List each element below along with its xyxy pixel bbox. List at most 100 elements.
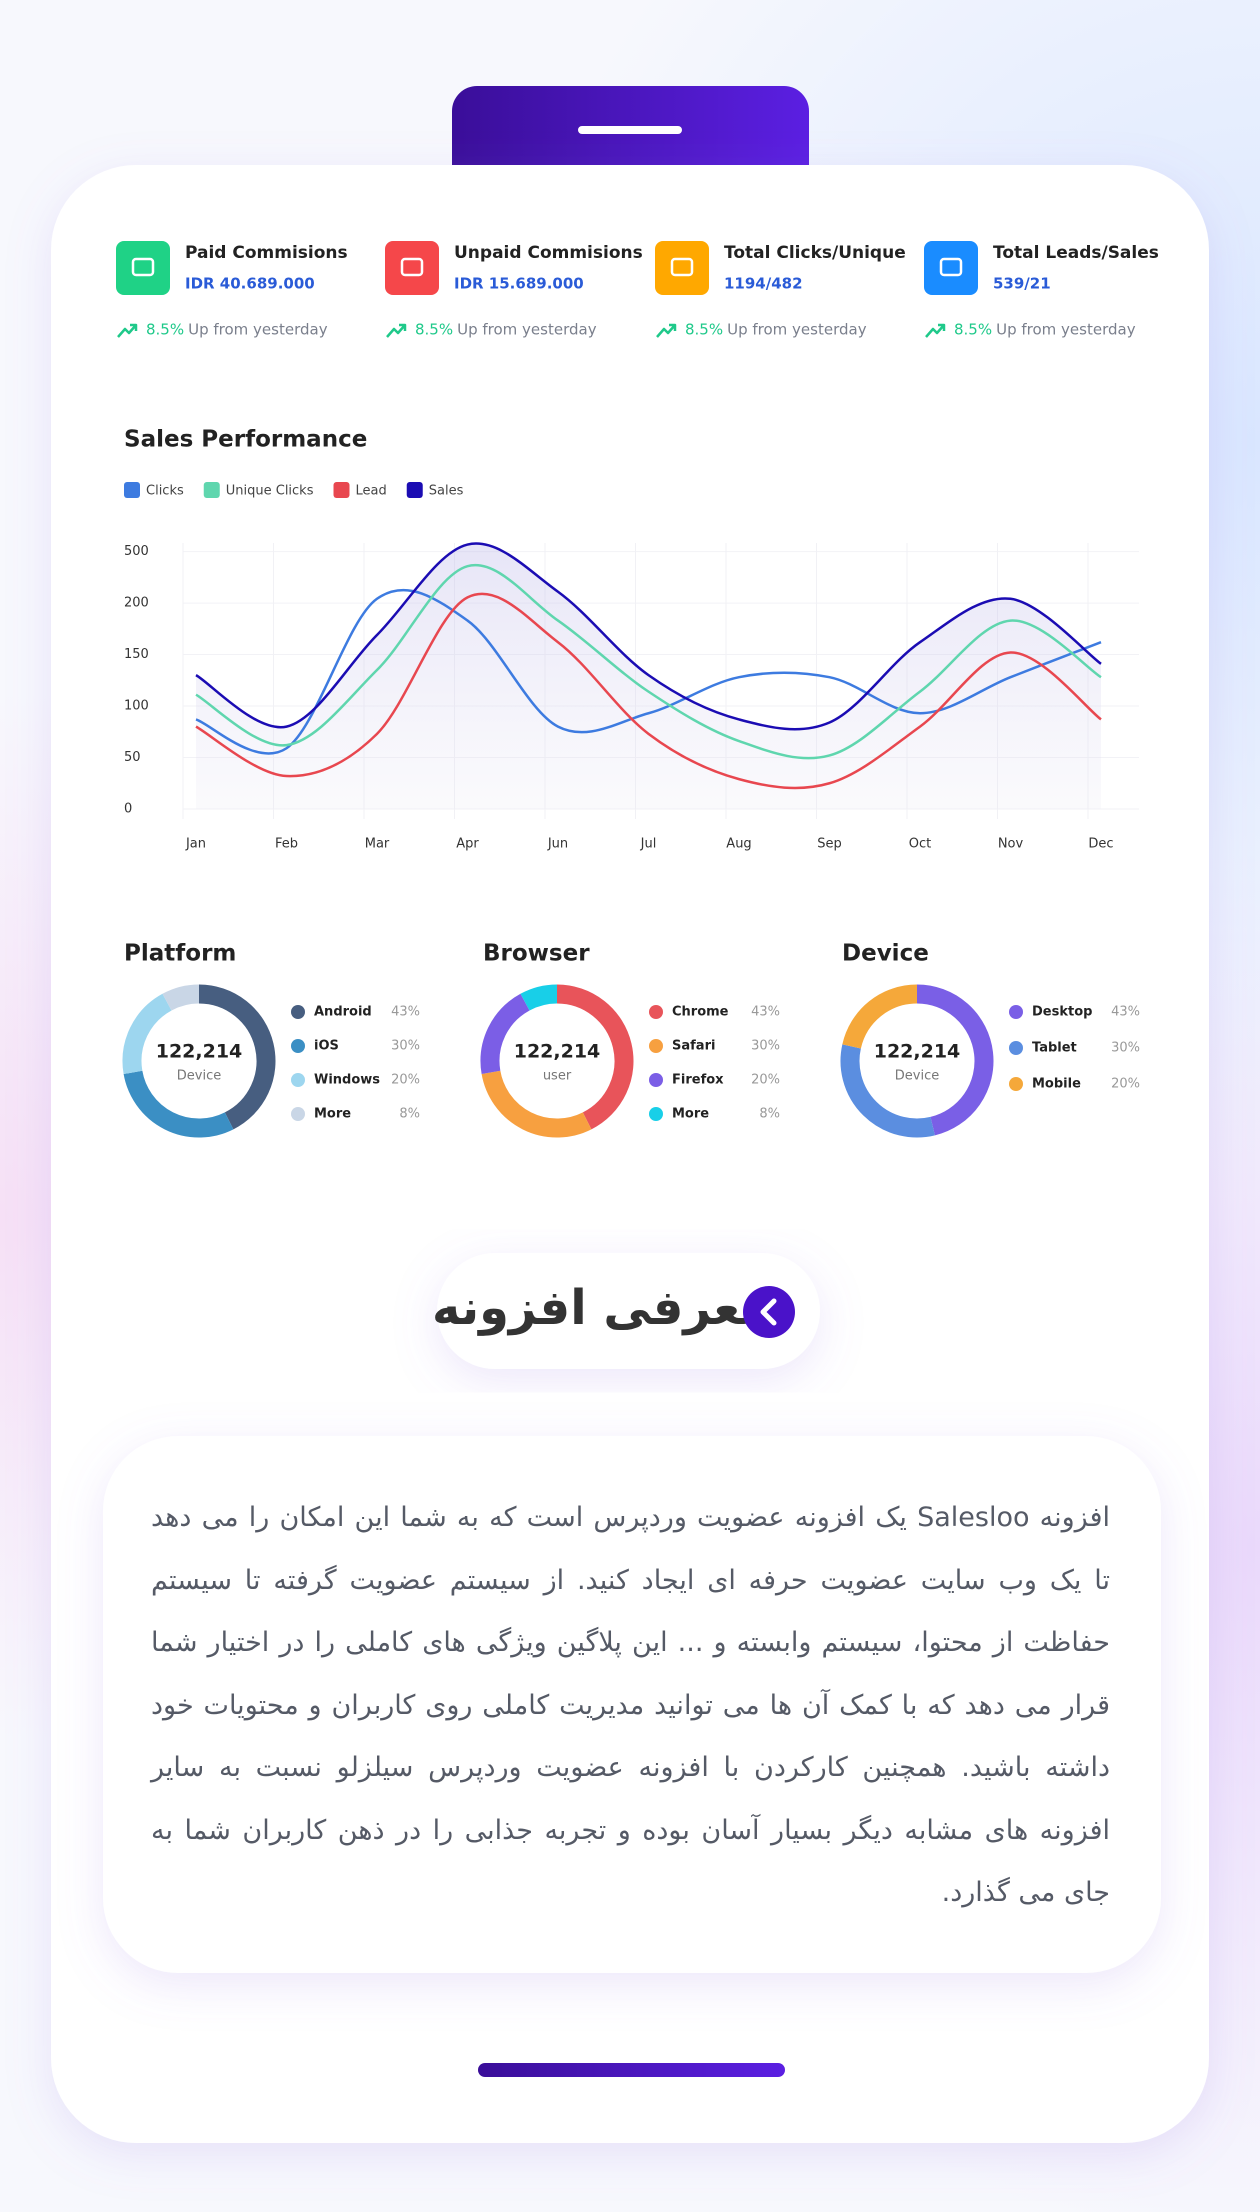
stat-title: Paid Commisions [185, 243, 348, 263]
x-tick-label: Aug [726, 837, 751, 852]
legend-swatch [406, 482, 423, 498]
x-tick-label: Sep [817, 837, 842, 852]
legend-label: Android [314, 1005, 372, 1020]
donut-segment [556, 984, 634, 1130]
stat-icon-box [116, 241, 170, 295]
x-tick-label: Nov [998, 837, 1024, 852]
legend-value: 30% [751, 1039, 780, 1054]
legend-dot [291, 1005, 305, 1019]
bottom-bar [478, 2063, 785, 2077]
legend-dot [291, 1107, 305, 1121]
donut-segment [840, 1044, 935, 1138]
tab-handle [578, 126, 682, 134]
legend-label: Windows [314, 1073, 380, 1088]
stat-change-text: Up from yesterday [996, 321, 1136, 339]
stat-change: 8.5% [146, 321, 184, 339]
legend-value: 20% [391, 1073, 420, 1088]
y-tick-label: 150 [124, 647, 149, 662]
legend-label: Mobile [1032, 1077, 1081, 1092]
x-tick-label: Feb [275, 837, 298, 852]
donut-center-label: Device [177, 1069, 221, 1084]
top-tab [452, 86, 809, 165]
stat-change: 8.5% [685, 321, 723, 339]
legend-swatch [203, 482, 220, 498]
x-tick-label: Jan [185, 837, 206, 852]
line [195, 542, 1102, 731]
legend-dot [1009, 1077, 1023, 1091]
legend-value: 30% [391, 1039, 420, 1054]
legend-label: Unique Clicks [226, 484, 314, 499]
x-tick-label: Oct [909, 837, 931, 852]
y-tick-label: 0 [124, 802, 132, 817]
legend-label: Sales [429, 484, 464, 499]
trend-icon [386, 323, 407, 338]
trend-icon [117, 323, 138, 338]
donut-center-label: user [543, 1069, 572, 1084]
legend-swatch [124, 482, 140, 498]
stat-change-text: Up from yesterday [727, 321, 867, 339]
x-tick-label: Jul [640, 837, 657, 852]
donut-segment [481, 1070, 592, 1138]
legend-label: More [672, 1107, 709, 1122]
legend-label: Chrome [672, 1005, 729, 1020]
donut-segment [842, 984, 918, 1049]
legend-value: 20% [751, 1073, 780, 1088]
x-tick-label: Apr [456, 837, 479, 852]
legend-dot [649, 1005, 663, 1019]
legend-label: Clicks [146, 484, 184, 499]
stat-value: 539/21 [993, 275, 1051, 293]
legend-label: Desktop [1032, 1005, 1092, 1020]
y-tick-label: 100 [124, 699, 149, 714]
trend-icon [925, 323, 946, 338]
stat-icon-box [924, 241, 978, 295]
legend-dot [291, 1073, 305, 1087]
legend-label: Tablet [1032, 1041, 1077, 1056]
donut-title: Platform [124, 941, 236, 967]
legend-dot [1009, 1005, 1023, 1019]
x-tick-label: Mar [365, 837, 390, 852]
x-tick-label: Dec [1088, 837, 1113, 852]
stat-change: 8.5% [954, 321, 992, 339]
stat-icon [939, 257, 963, 277]
charts: Sales Performance Clicks Unique Clicks Lead… [122, 427, 1140, 1138]
legend-label: Safari [672, 1039, 715, 1054]
donut-segment [198, 984, 276, 1130]
donut-title: Browser [483, 941, 590, 967]
legend-label: More [314, 1107, 351, 1122]
intro-icon [743, 1286, 795, 1338]
stat-icon [400, 257, 424, 277]
y-tick-label: 500 [124, 544, 149, 559]
donut-segment [123, 1070, 234, 1138]
intro-paragraph: افزونه Salesloo یک افزونه عضویت وردپرس ا… [151, 1502, 1110, 1908]
legend-dot [649, 1039, 663, 1053]
legend-value: 43% [751, 1005, 780, 1020]
legend-value: 20% [1111, 1077, 1140, 1092]
legend-label: Firefox [672, 1073, 724, 1088]
legend-label: iOS [314, 1039, 339, 1054]
legend-value: 8% [399, 1107, 420, 1122]
donut-center-value: 122,214 [514, 1041, 601, 1063]
stat-change-text: Up from yesterday [457, 321, 597, 339]
donut-segment [122, 993, 172, 1075]
stat-icon-box [655, 241, 709, 295]
stat-icon-box [385, 241, 439, 295]
donut-segment [520, 984, 558, 1011]
y-tick-label: 200 [124, 596, 149, 611]
legend-dot [649, 1107, 663, 1121]
donut-segment [480, 993, 530, 1075]
legend-dot [291, 1039, 305, 1053]
x-tick-label: Jun [547, 837, 568, 852]
intro-box [103, 1436, 1161, 1973]
trend-icon [656, 323, 677, 338]
stat-change-text: Up from yesterday [188, 321, 328, 339]
donut-center-value: 122,214 [156, 1041, 243, 1063]
line [195, 592, 1102, 790]
donut-segment [916, 984, 994, 1136]
intro-pill [437, 1253, 820, 1369]
chevron [760, 1298, 777, 1326]
intro-heading: معرفی افزونه [432, 1280, 770, 1336]
stat-change: 8.5% [415, 321, 453, 339]
stat-icon [131, 257, 155, 277]
